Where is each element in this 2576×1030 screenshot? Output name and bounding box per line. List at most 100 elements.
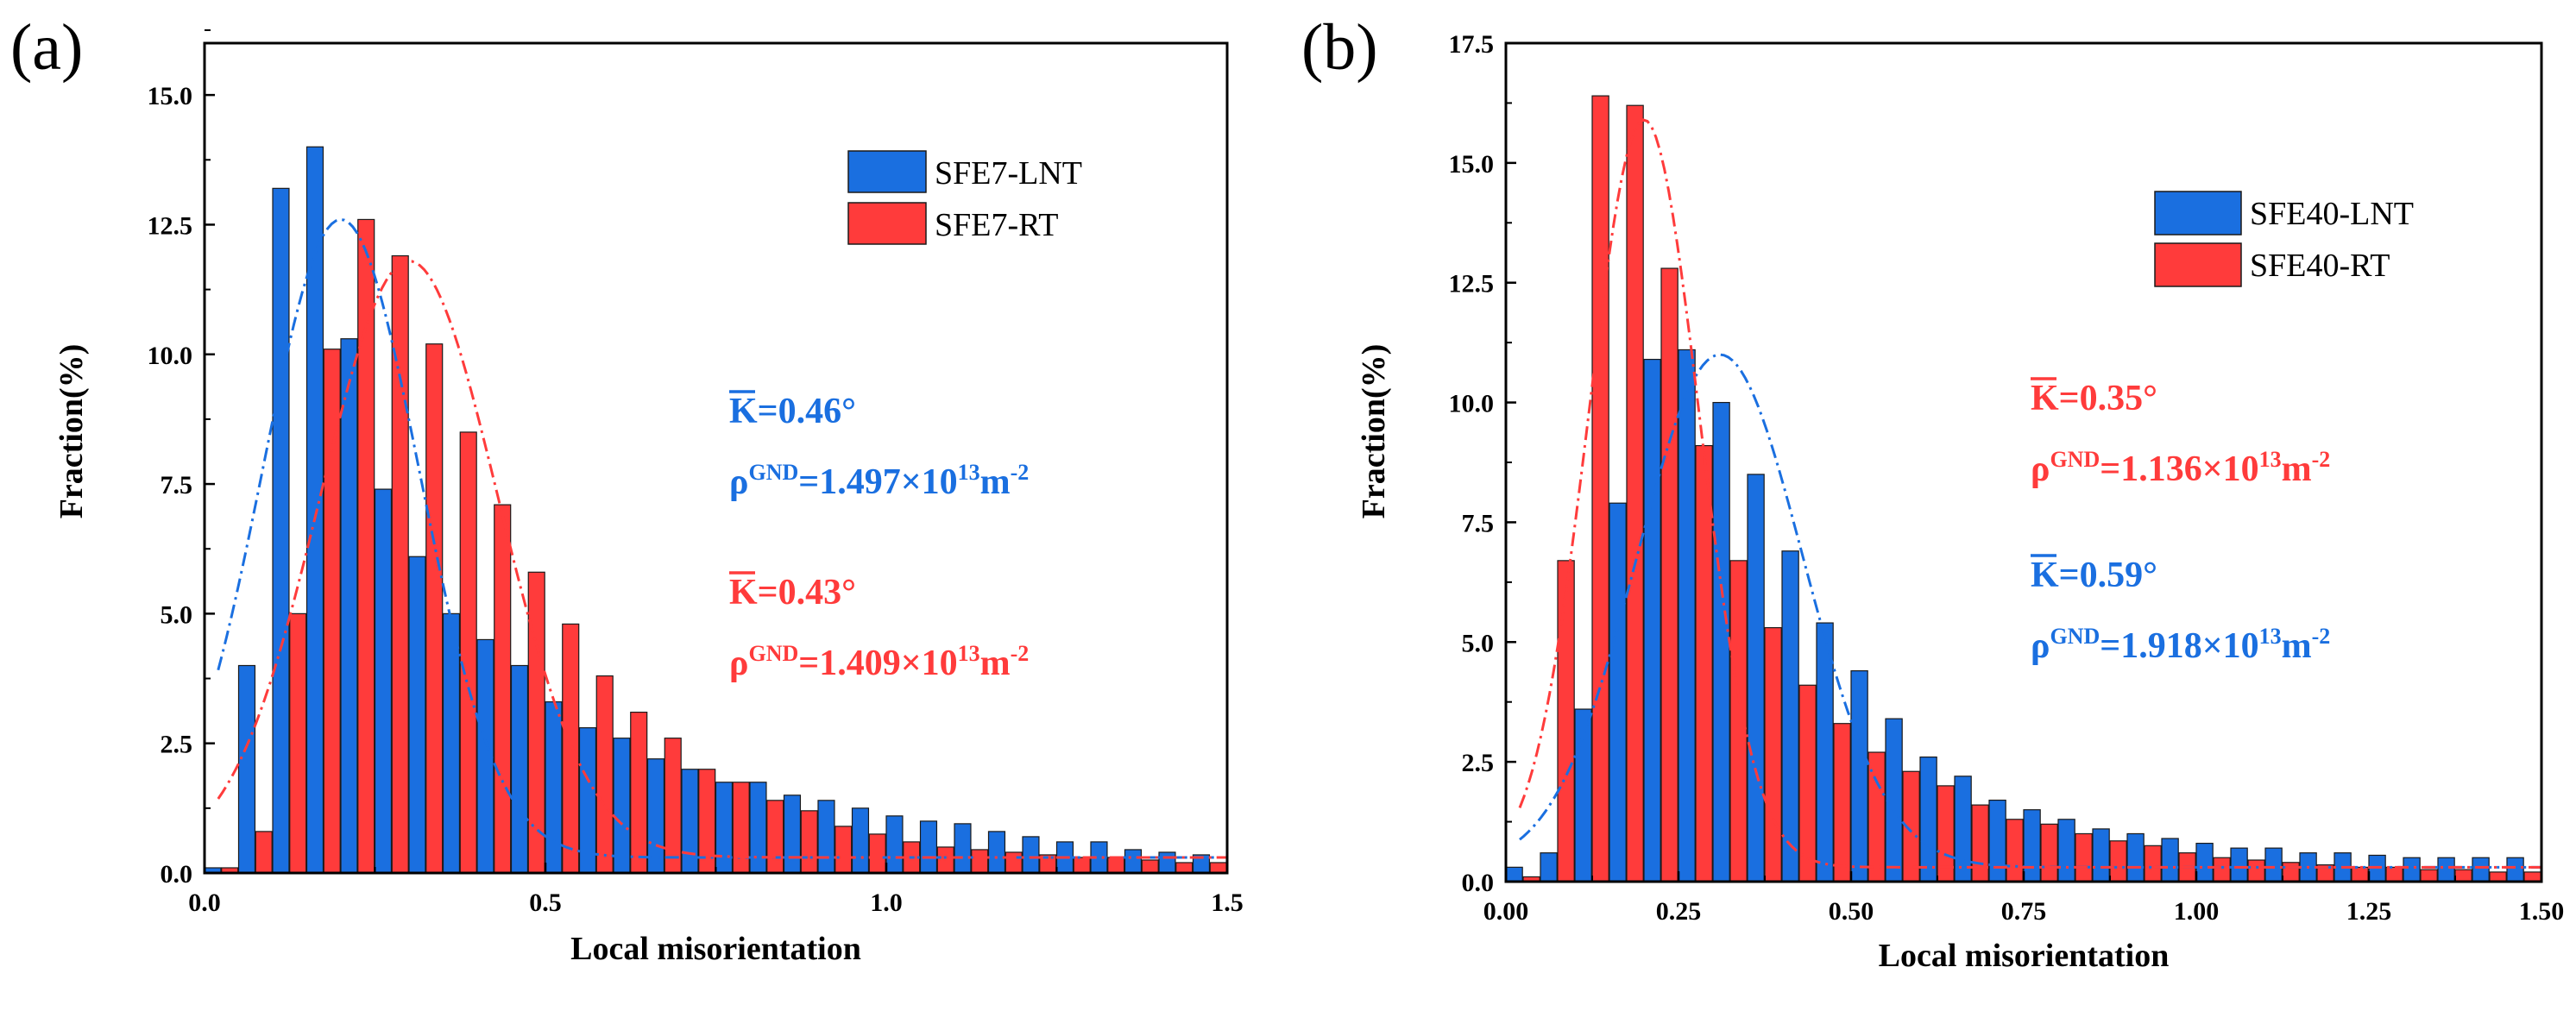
bar-sfe40-lnt — [2092, 828, 2110, 882]
x-tick-label: 0.5 — [529, 889, 562, 917]
y-tick-label: 7.5 — [161, 471, 193, 499]
bar-sfe7-lnt — [237, 664, 256, 874]
bar-sfe7-rt — [800, 810, 818, 874]
bar-sfe7-lnt — [851, 807, 870, 874]
bar-sfe40-rt — [2454, 869, 2472, 882]
rho-gnd-text: ρGND=1.497×1013m-2 — [729, 460, 1029, 502]
bar-sfe40-lnt — [1850, 670, 1868, 882]
x-axis-title: Local misorientation — [1879, 938, 2170, 974]
rho-superscript: GND — [748, 460, 798, 485]
rho-gnd-text: ρGND=1.136×1013m-2 — [2031, 447, 2330, 489]
bar-sfe7-rt — [1209, 862, 1227, 874]
bar-sfe7-rt — [971, 849, 989, 874]
bar-sfe40-rt — [2040, 823, 2058, 882]
bar-sfe7-rt — [595, 675, 614, 874]
rho-symbol: ρ — [2031, 626, 2050, 666]
bar-sfe7-lnt — [374, 488, 393, 874]
bars — [1505, 95, 2541, 882]
bar-sfe40-lnt — [2126, 832, 2145, 882]
bar-sfe40-lnt — [1954, 776, 1972, 882]
y-axis-title: Fraction(%) — [54, 344, 90, 519]
legend: SFE7-LNT SFE7-RT — [847, 150, 1082, 245]
bar-sfe40-lnt — [2403, 857, 2421, 882]
y-tick-label: 5.0 — [1462, 629, 1495, 657]
bar-sfe40-lnt — [1540, 852, 1558, 882]
bar-sfe40-lnt — [2230, 847, 2248, 882]
bar-sfe7-lnt — [715, 782, 734, 874]
panel-a: (a) 0.0 2.5 5.0 7.5 10.0 12.5 15.0 0.0 0.5 1.0 1.5 L… — [10, 11, 1244, 967]
bar-sfe40-lnt — [1574, 708, 1592, 882]
bar-sfe7-lnt — [1022, 836, 1040, 874]
k-symbol: K — [729, 392, 758, 431]
bar-sfe40-rt — [2109, 840, 2127, 882]
bar-sfe40-rt — [1591, 95, 1609, 882]
rho-symbol: ρ — [729, 462, 748, 502]
rho-symbol: ρ — [2031, 449, 2050, 489]
rho-value: =1.918×10 — [2100, 626, 2258, 666]
y-tick-label: 15.0 — [148, 82, 193, 110]
bar-sfe7-rt — [835, 826, 853, 874]
bar-sfe40-rt — [2385, 866, 2403, 882]
bar-sfe7-lnt — [1124, 849, 1143, 874]
bar-sfe7-rt — [1073, 857, 1091, 874]
y-tick-label: 2.5 — [1462, 749, 1495, 777]
rho-exponent: 13 — [2259, 624, 2282, 649]
bar-sfe7-lnt — [578, 727, 597, 874]
bar-sfe7-rt — [562, 623, 580, 874]
legend: SFE40-LNT SFE40-RT — [2154, 191, 2414, 287]
x-tick-label: 0.00 — [1483, 897, 1529, 926]
legend-label: SFE40-LNT — [2250, 196, 2414, 232]
rho-superscript: GND — [2050, 624, 2100, 649]
bar-sfe40-rt — [2420, 869, 2438, 882]
panel-label: (b) — [1301, 11, 1378, 84]
k-mean-text: K=0.43° — [729, 573, 856, 612]
rho-exponent: 13 — [958, 460, 980, 485]
y-tick-label: 0.0 — [1462, 869, 1495, 897]
bar-sfe7-rt — [289, 612, 307, 874]
bar-sfe7-rt — [1005, 851, 1023, 874]
bar-sfe40-lnt — [2506, 857, 2524, 882]
annotation-2: K=0.59°ρGND=1.918×1013m-2 — [2031, 554, 2330, 666]
x-axis-title: Local misorientation — [570, 931, 861, 967]
k-symbol: K — [729, 573, 758, 612]
rho-unit-exponent: -2 — [1011, 460, 1030, 485]
bar-sfe7-lnt — [919, 820, 938, 874]
bar-sfe40-lnt — [1643, 358, 1661, 882]
x-tick-label: 1.25 — [2346, 897, 2392, 926]
rho-exponent: 13 — [2259, 447, 2282, 472]
bar-sfe40-lnt — [1712, 401, 1730, 882]
bar-sfe7-rt — [664, 738, 682, 874]
rho-gnd-text: ρGND=1.918×1013m-2 — [2031, 624, 2330, 666]
bar-sfe7-rt — [1141, 859, 1159, 874]
bar-sfe7-rt — [459, 431, 477, 874]
annotation-2: K=0.43° ρGND=1.409×1013m-2 — [729, 571, 1029, 683]
bar-sfe40-rt — [2523, 871, 2541, 882]
bar-sfe40-rt — [2075, 832, 2093, 882]
legend-swatch-sfe7-rt — [847, 202, 927, 245]
bar-sfe40-rt — [1764, 627, 1782, 882]
panel-label: (a) — [10, 11, 83, 84]
rho-unit-exponent: -2 — [2312, 624, 2331, 649]
x-tick-label: 0.75 — [2001, 897, 2047, 926]
rho-unit: m — [2282, 626, 2312, 666]
bar-sfe7-lnt — [783, 794, 802, 874]
rho-superscript: GND — [2050, 447, 2100, 472]
bar-sfe40-rt — [1557, 560, 1575, 882]
y-tick-label: 7.5 — [1462, 509, 1495, 537]
bar-sfe40-rt — [1695, 444, 1713, 882]
annotation-1: K=0.35°ρGND=1.136×1013m-2 — [2031, 377, 2330, 489]
rho-unit: m — [2282, 449, 2312, 489]
bar-sfe40-lnt — [1781, 550, 1799, 882]
legend-swatch-sfe40-lnt — [2154, 191, 2242, 236]
bar-sfe7-lnt — [442, 612, 461, 874]
y-tick-label: 15.0 — [1449, 150, 1495, 179]
bar-sfe40-lnt — [1747, 474, 1765, 882]
x-tick-label: 1.0 — [870, 889, 903, 917]
bar-sfe7-lnt — [954, 823, 972, 874]
bar-sfe7-rt — [1107, 857, 1125, 874]
bar-sfe40-lnt — [2472, 857, 2490, 882]
bar-sfe7-rt — [936, 846, 954, 874]
k-symbol: K — [2031, 556, 2059, 595]
x-tick-label: 1.50 — [2519, 897, 2565, 926]
